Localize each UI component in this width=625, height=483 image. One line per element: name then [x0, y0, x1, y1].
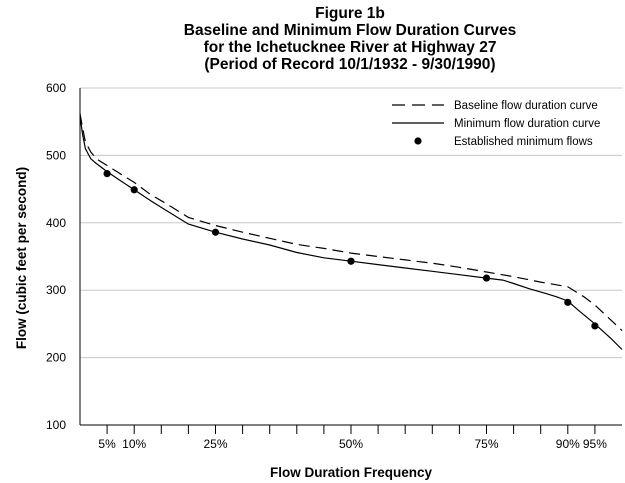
- minimum-flow-marker: [347, 257, 355, 265]
- title-line-4: (Period of Record 10/1/1932 - 9/30/1990): [204, 56, 496, 73]
- series: [79, 113, 623, 350]
- title-line-2: Baseline and Minimum Flow Duration Curve…: [183, 22, 517, 39]
- minimum-flow-marker: [564, 298, 572, 306]
- x-tick-label: 25%: [203, 437, 227, 451]
- minimum-flow-marker: [130, 186, 138, 194]
- minimum-curve-line: [79, 116, 623, 350]
- x-axis-label: Flow Duration Frequency: [270, 465, 433, 480]
- y-tick-label: 500: [46, 148, 66, 162]
- legend-marker-swatch: [414, 137, 422, 145]
- y-tick-label: 400: [46, 216, 66, 230]
- title-line-1: Figure 1b: [315, 5, 385, 22]
- chart-title: Figure 1b Baseline and Minimum Flow Dura…: [80, 5, 620, 73]
- x-tick-label: 90%: [556, 437, 580, 451]
- x-tick-label: 95%: [583, 437, 607, 451]
- y-tick-label: 300: [46, 283, 66, 297]
- legend: Baseline flow duration curve Minimum flow…: [392, 100, 600, 148]
- y-tick-label: 600: [46, 81, 66, 95]
- minimum-flow-marker: [103, 169, 111, 178]
- grid-lines: [80, 87, 622, 359]
- title-line-3: for the Ichetucknee River at Highway 27: [203, 39, 497, 56]
- legend-label: Minimum flow duration curve: [454, 118, 600, 130]
- x-tick-label: 75%: [474, 437, 498, 451]
- baseline-curve-line: [79, 113, 623, 332]
- x-tick-label: 50%: [339, 437, 363, 451]
- markers: [103, 169, 599, 330]
- x-tick-label: 10%: [122, 437, 146, 451]
- minimum-flow-marker: [482, 274, 491, 282]
- axes: 100 200 300 400 500 600 5% 10% 25% 50% 75% 90% 95%: [46, 81, 622, 451]
- x-tick-label: 5%: [98, 437, 116, 451]
- y-tick-label: 200: [46, 351, 66, 365]
- y-tick-label: 100: [46, 418, 66, 432]
- minimum-flow-marker: [211, 228, 220, 236]
- legend-label: Baseline flow duration curve: [454, 100, 598, 112]
- legend-label: Established minimum flows: [454, 136, 593, 148]
- minimum-flow-marker: [591, 322, 599, 330]
- y-axis-label: Flow (cubic feet per second): [14, 167, 29, 349]
